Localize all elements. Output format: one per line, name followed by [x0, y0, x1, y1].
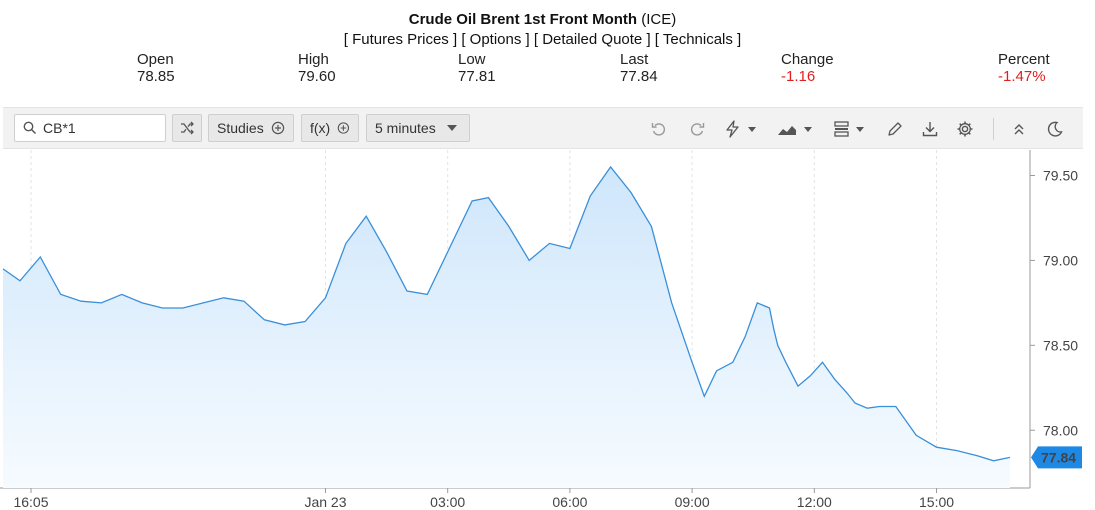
- x-tick-label: 12:00: [797, 494, 832, 510]
- redo-icon: [690, 123, 705, 136]
- x-tick-label: 09:00: [675, 494, 710, 510]
- caret-down-icon: [446, 125, 457, 131]
- gear-icon: [957, 121, 973, 137]
- last-value: 77.84: [620, 68, 658, 85]
- low-value: 77.81: [458, 68, 496, 85]
- download-icon: [922, 122, 938, 137]
- futures-prices-link[interactable]: [ Futures Prices ]: [343, 31, 458, 48]
- draw-button[interactable]: [883, 118, 907, 140]
- last-label: Last: [620, 51, 649, 68]
- redo-button[interactable]: [685, 118, 709, 140]
- search-icon: [23, 121, 37, 135]
- price-area: [3, 167, 1010, 488]
- moon-icon: [1047, 121, 1063, 137]
- chart-toolbar: Studies f(x) 5 minutes: [3, 107, 1083, 149]
- percent-label: Percent: [998, 51, 1050, 68]
- quote-change: Change -1.16: [781, 51, 834, 85]
- x-tick-label: 15:00: [919, 494, 954, 510]
- quote-low: Low 77.81: [458, 51, 496, 85]
- y-axis: 79.50 79.00 78.50 78.00: [1030, 167, 1078, 438]
- x-axis: 16:05 Jan 23 03:00 06:00 09:00 12:00 15:00: [13, 488, 954, 510]
- quote-open: Open 78.85: [137, 51, 175, 85]
- symbol-search[interactable]: [14, 114, 166, 142]
- quote-percent: Percent -1.47%: [998, 51, 1050, 85]
- toolbar-divider: [993, 118, 994, 140]
- pencil-icon: [888, 122, 902, 136]
- y-tick-label: 78.50: [1043, 337, 1078, 353]
- events-menu[interactable]: [721, 118, 761, 140]
- theme-button[interactable]: [1043, 118, 1067, 140]
- bars-icon: [834, 121, 864, 137]
- open-label: Open: [137, 51, 174, 68]
- functions-button[interactable]: f(x): [301, 114, 359, 142]
- y-tick-label: 79.50: [1043, 167, 1078, 183]
- plus-circle-icon: [271, 121, 284, 135]
- title-name: Crude Oil Brent 1st Front Month: [408, 11, 638, 28]
- display-menu[interactable]: [831, 118, 871, 140]
- quote-last: Last 77.84: [620, 51, 658, 85]
- change-value: -1.16: [781, 68, 816, 85]
- technicals-link[interactable]: [ Technicals ]: [654, 31, 742, 48]
- studies-label: Studies: [217, 120, 264, 136]
- interval-select[interactable]: 5 minutes: [366, 114, 470, 142]
- high-value: 79.60: [298, 68, 336, 85]
- y-tick-label: 79.00: [1043, 252, 1078, 268]
- last-price-badge: 77.84: [1031, 446, 1082, 469]
- plus-circle-icon: [337, 122, 350, 134]
- studies-button[interactable]: Studies: [208, 114, 294, 142]
- detailed-quote-link[interactable]: [ Detailed Quote ]: [533, 31, 651, 48]
- x-tick-label: Jan 23: [304, 494, 346, 510]
- open-value: 78.85: [137, 68, 175, 85]
- change-label: Change: [781, 51, 834, 68]
- x-tick-label: 16:05: [13, 494, 48, 510]
- lightning-icon: [726, 120, 756, 138]
- compare-button[interactable]: [172, 114, 202, 142]
- x-tick-label: 03:00: [430, 494, 465, 510]
- low-label: Low: [458, 51, 486, 68]
- undo-icon: [651, 123, 666, 136]
- collapse-button[interactable]: [1007, 118, 1031, 140]
- shuffle-icon: [181, 121, 194, 135]
- last-price-label: 77.84: [1041, 449, 1076, 465]
- symbol-input[interactable]: [43, 120, 153, 136]
- options-link[interactable]: [ Options ]: [461, 31, 530, 48]
- x-tick-label: 06:00: [552, 494, 587, 510]
- price-chart[interactable]: 16:05 Jan 23 03:00 06:00 09:00 12:00 15:00 79.…: [0, 150, 1095, 510]
- mountain-chart-icon: [778, 126, 812, 135]
- title-exchange: (ICE): [637, 11, 677, 28]
- price-line: [2, 165, 1011, 462]
- percent-value: -1.47%: [998, 68, 1046, 85]
- chart-type-menu[interactable]: [776, 118, 816, 140]
- fx-label: f(x): [310, 120, 331, 136]
- last-price-marker: [1031, 446, 1082, 469]
- settings-button[interactable]: [953, 118, 977, 140]
- quote-links: [ Futures Prices ] [ Options ] [ Detaile…: [0, 31, 1085, 48]
- high-label: High: [298, 51, 329, 68]
- y-tick-label: 78.00: [1043, 422, 1078, 438]
- download-button[interactable]: [918, 118, 942, 140]
- instrument-title: Crude Oil Brent 1st Front Month (ICE): [0, 11, 1085, 28]
- undo-button[interactable]: [647, 118, 671, 140]
- double-chevron-up-icon: [1014, 124, 1024, 135]
- interval-label: 5 minutes: [375, 120, 436, 136]
- quote-high: High 79.60: [298, 51, 336, 85]
